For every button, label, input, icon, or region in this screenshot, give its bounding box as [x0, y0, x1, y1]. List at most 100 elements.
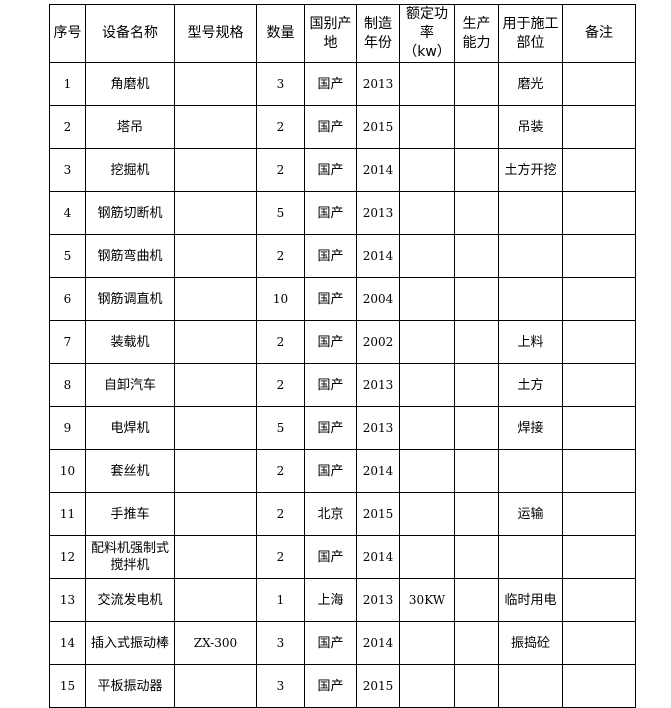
cell-usage-area: 上料 [498, 320, 563, 364]
cell-index: 7 [49, 320, 86, 364]
cell-remarks [562, 148, 636, 192]
table-row: 10 套丝机 2 国产 2014 [49, 449, 636, 493]
cell-rated-power [399, 277, 455, 321]
cell-rated-power: 30KW [399, 578, 455, 622]
cell-capacity [454, 105, 499, 149]
cell-capacity [454, 535, 499, 579]
cell-equipment-name: 挖掘机 [85, 148, 175, 192]
cell-model-spec [174, 191, 257, 235]
cell-rated-power [399, 535, 455, 579]
cell-origin: 国产 [304, 449, 357, 493]
cell-usage-area [498, 277, 563, 321]
cell-rated-power [399, 234, 455, 278]
cell-usage-area: 土方开挖 [498, 148, 563, 192]
header-capacity: 生产能力 [454, 4, 499, 63]
cell-model-spec [174, 406, 257, 450]
cell-quantity: 2 [256, 449, 305, 493]
cell-remarks [562, 191, 636, 235]
table-row: 11 手推车 2 北京 2015 运输 [49, 492, 636, 536]
cell-index: 6 [49, 277, 86, 321]
cell-quantity: 2 [256, 363, 305, 407]
cell-quantity: 3 [256, 621, 305, 665]
cell-capacity [454, 234, 499, 278]
cell-equipment-name: 角磨机 [85, 62, 175, 106]
table-row: 6 钢筋调直机 10 国产 2004 [49, 277, 636, 321]
cell-equipment-name: 自卸汽车 [85, 363, 175, 407]
cell-model-spec [174, 320, 257, 364]
table-row: 12 配料机强制式搅拌机 2 国产 2014 [49, 535, 636, 579]
header-index: 序号 [49, 4, 86, 63]
cell-quantity: 2 [256, 320, 305, 364]
cell-origin: 国产 [304, 664, 357, 708]
cell-index: 1 [49, 62, 86, 106]
cell-usage-area [498, 535, 563, 579]
cell-rated-power [399, 191, 455, 235]
cell-model-spec [174, 277, 257, 321]
cell-quantity: 2 [256, 105, 305, 149]
cell-model-spec [174, 363, 257, 407]
header-remarks: 备注 [562, 4, 636, 63]
cell-quantity: 2 [256, 492, 305, 536]
cell-capacity [454, 492, 499, 536]
cell-quantity: 2 [256, 234, 305, 278]
cell-index: 9 [49, 406, 86, 450]
cell-usage-area: 运输 [498, 492, 563, 536]
cell-index: 5 [49, 234, 86, 278]
cell-usage-area: 磨光 [498, 62, 563, 106]
cell-model-spec [174, 535, 257, 579]
cell-year: 2014 [356, 148, 400, 192]
cell-capacity [454, 363, 499, 407]
table-row: 2 塔吊 2 国产 2015 吊装 [49, 105, 636, 149]
cell-usage-area [498, 664, 563, 708]
cell-equipment-name: 电焊机 [85, 406, 175, 450]
cell-model-spec [174, 148, 257, 192]
table-row: 9 电焊机 5 国产 2013 焊接 [49, 406, 636, 450]
cell-equipment-name: 交流发电机 [85, 578, 175, 622]
cell-rated-power [399, 320, 455, 364]
table-row: 8 自卸汽车 2 国产 2013 土方 [49, 363, 636, 407]
header-model-spec: 型号规格 [174, 4, 257, 63]
cell-capacity [454, 664, 499, 708]
cell-year: 2014 [356, 449, 400, 493]
cell-year: 2013 [356, 578, 400, 622]
cell-origin: 国产 [304, 535, 357, 579]
header-row: 序号 设备名称 型号规格 数量 国别产地 制造年份 额定功率（kw） 生产能力 用于施工部位 备注 [49, 4, 636, 63]
cell-origin: 北京 [304, 492, 357, 536]
cell-model-spec [174, 492, 257, 536]
cell-capacity [454, 406, 499, 450]
cell-usage-area: 吊装 [498, 105, 563, 149]
cell-origin: 国产 [304, 277, 357, 321]
cell-index: 11 [49, 492, 86, 536]
header-rated-power: 额定功率（kw） [399, 4, 455, 63]
cell-equipment-name: 装载机 [85, 320, 175, 364]
cell-year: 2015 [356, 664, 400, 708]
cell-equipment-name: 配料机强制式搅拌机 [85, 535, 175, 579]
cell-equipment-name: 钢筋弯曲机 [85, 234, 175, 278]
header-usage-area: 用于施工部位 [498, 4, 563, 63]
cell-capacity [454, 62, 499, 106]
equipment-table: 序号 设备名称 型号规格 数量 国别产地 制造年份 额定功率（kw） 生产能力 用于施工部位 备注… [49, 4, 636, 708]
cell-remarks [562, 492, 636, 536]
header-equipment-name: 设备名称 [85, 4, 175, 63]
cell-model-spec [174, 449, 257, 493]
cell-remarks [562, 234, 636, 278]
table-row: 5 钢筋弯曲机 2 国产 2014 [49, 234, 636, 278]
cell-rated-power [399, 148, 455, 192]
cell-origin: 国产 [304, 234, 357, 278]
cell-quantity: 2 [256, 535, 305, 579]
cell-index: 8 [49, 363, 86, 407]
table-row: 4 钢筋切断机 5 国产 2013 [49, 191, 636, 235]
cell-index: 2 [49, 105, 86, 149]
cell-origin: 上海 [304, 578, 357, 622]
header-quantity: 数量 [256, 4, 305, 63]
cell-capacity [454, 320, 499, 364]
cell-model-spec [174, 105, 257, 149]
cell-capacity [454, 277, 499, 321]
cell-rated-power [399, 621, 455, 665]
cell-capacity [454, 191, 499, 235]
cell-remarks [562, 406, 636, 450]
cell-usage-area: 振捣砼 [498, 621, 563, 665]
cell-equipment-name: 平板振动器 [85, 664, 175, 708]
cell-origin: 国产 [304, 148, 357, 192]
header-year: 制造年份 [356, 4, 400, 63]
